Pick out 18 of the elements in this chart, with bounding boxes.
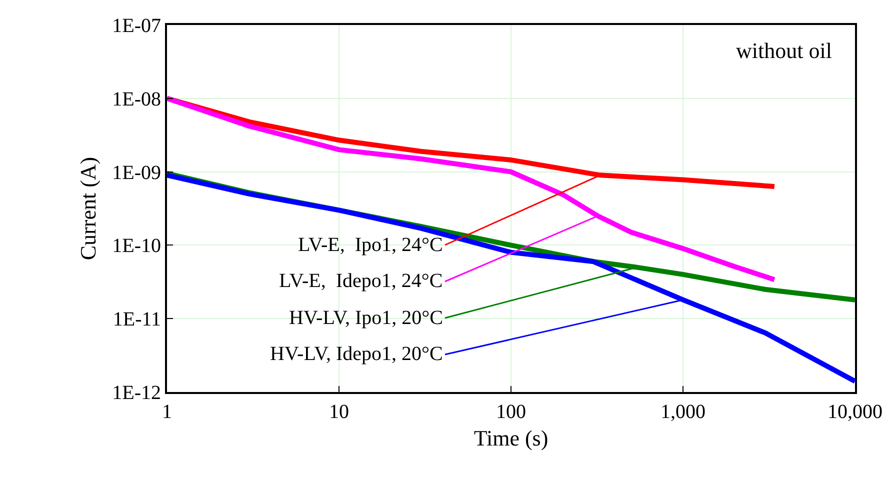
y-tick-label: 1E-09 xyxy=(112,162,161,184)
x-tick-label: 100 xyxy=(496,401,526,423)
x-tick-label: 1 xyxy=(162,401,172,423)
annotation: HV-LV, Idepo1, 20°C xyxy=(270,343,443,365)
y-tick-label: 1E-07 xyxy=(112,15,161,37)
y-axis-title: Current (A) xyxy=(75,156,100,260)
x-tick-label: 1,000 xyxy=(660,401,706,423)
x-tick-label: 10 xyxy=(329,401,349,423)
y-tick-label: 1E-10 xyxy=(112,235,161,258)
y-tick-label: 1E-08 xyxy=(112,88,161,110)
annotation: without oil xyxy=(736,38,832,63)
y-tick-label: 1E-12 xyxy=(112,382,161,404)
x-axis-title: Time (s) xyxy=(474,425,548,450)
y-tick-label: 1E-11 xyxy=(112,308,161,331)
x-tick-label: 10,000 xyxy=(828,401,882,423)
annotation: LV-E, Idepo1, 24°C xyxy=(279,270,443,292)
annotation: HV-LV, Ipo1, 20°C xyxy=(289,307,443,329)
annotation: LV-E, Ipo1, 24°C xyxy=(298,234,443,256)
